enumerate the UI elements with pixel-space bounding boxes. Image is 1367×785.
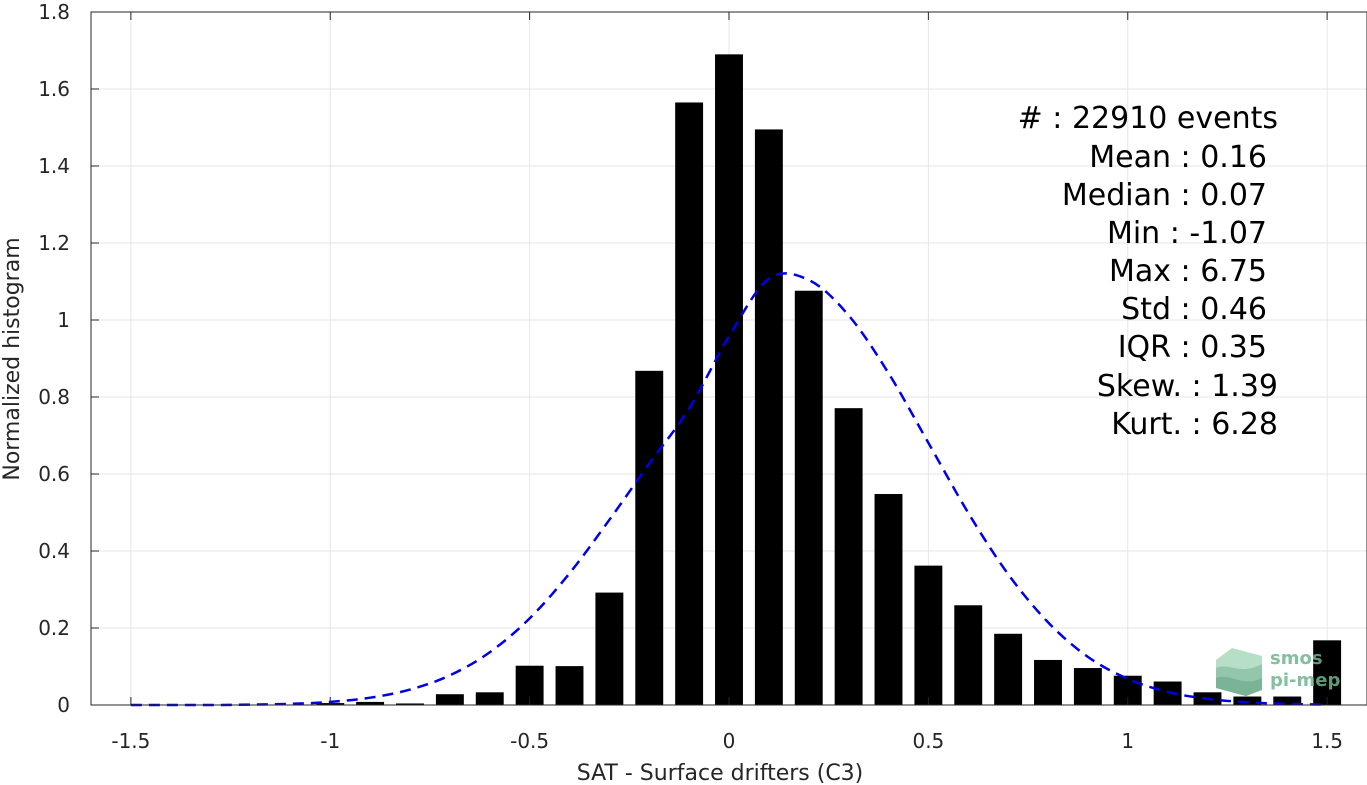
stat-iqr: IQR : 0.35 (1118, 330, 1267, 365)
y-tick-label: 1 (57, 308, 70, 332)
x-tick-label: 0 (723, 729, 736, 753)
y-tick-label: 1.4 (38, 154, 70, 178)
stat-count: # : 22910 events (1018, 101, 1278, 136)
histogram-bar (715, 54, 743, 706)
stat-mean: Mean : 0.16 (1089, 140, 1267, 175)
y-tick-label: 0.4 (38, 539, 70, 563)
x-tick-label: 1.5 (1311, 729, 1343, 753)
histogram-bar (356, 701, 385, 705)
x-tick-label: -1 (320, 729, 340, 753)
stat-median: Median : 0.07 (1062, 178, 1267, 213)
logo-text-line2: pi-mep (1270, 670, 1340, 691)
x-tick-label: 0.5 (912, 729, 944, 753)
histogram-bar (914, 565, 943, 705)
logo-wave-icon (1216, 648, 1262, 696)
histogram-bar (675, 102, 704, 706)
y-tick-label: 1.8 (38, 0, 70, 24)
x-tick-label: -0.5 (510, 729, 549, 753)
histogram-bar (1153, 681, 1182, 705)
histogram-bar (1034, 659, 1062, 705)
histogram-bar (1313, 640, 1342, 705)
histogram-bar (475, 692, 504, 705)
y-tick-label: 1.6 (38, 77, 70, 101)
histogram-bar (754, 129, 783, 706)
histogram-bar (874, 494, 903, 705)
histogram-bar (595, 592, 624, 705)
y-tick-label: 0.2 (38, 616, 70, 640)
x-axis-label: SAT - Surface drifters (C3) (577, 761, 864, 785)
stat-std: Std : 0.46 (1121, 292, 1267, 327)
histogram-bars (316, 54, 1342, 706)
histogram-bar (834, 408, 863, 705)
normal-fit-curve (130, 272, 1328, 707)
logo-text-line1: smos (1270, 648, 1323, 669)
histogram-bar (1273, 696, 1302, 705)
y-tick-label: 0.6 (38, 462, 70, 486)
stat-kurt: Kurt. : 6.28 (1111, 407, 1278, 442)
statistics-annotation: # : 22910 events Mean : 0.16 Median : 0.… (1018, 101, 1278, 442)
x-tick-label: -1.5 (111, 729, 150, 753)
y-tick-label: 0.8 (38, 385, 70, 409)
y-tick-label: 0 (57, 693, 70, 717)
histogram-bar (1073, 668, 1102, 705)
histogram-bar (555, 666, 584, 705)
stat-min: Min : -1.07 (1107, 216, 1267, 251)
histogram-bar (635, 370, 664, 705)
stat-skew: Skew. : 1.39 (1097, 369, 1278, 404)
histogram-bar (1233, 696, 1262, 705)
histogram-bar (954, 605, 983, 705)
y-axis-ticks: 0 0.2 0.4 0.6 0.8 1 1.2 1.4 1.6 1.8 (38, 0, 99, 717)
x-axis-ticks: -1.5 -1 -0.5 0 0.5 1 1.5 (111, 12, 1343, 753)
y-tick-label: 1.2 (38, 231, 70, 255)
stat-max: Max : 6.75 (1109, 254, 1267, 289)
x-tick-label: 1 (1121, 729, 1134, 753)
y-axis-label: Normalized histogram (0, 237, 25, 480)
histogram-bar (994, 633, 1023, 705)
histogram-bar (396, 703, 424, 705)
histogram-bar (435, 694, 464, 705)
smos-pimep-logo: smos pi-mep (1216, 648, 1340, 696)
histogram-bar (794, 290, 823, 705)
